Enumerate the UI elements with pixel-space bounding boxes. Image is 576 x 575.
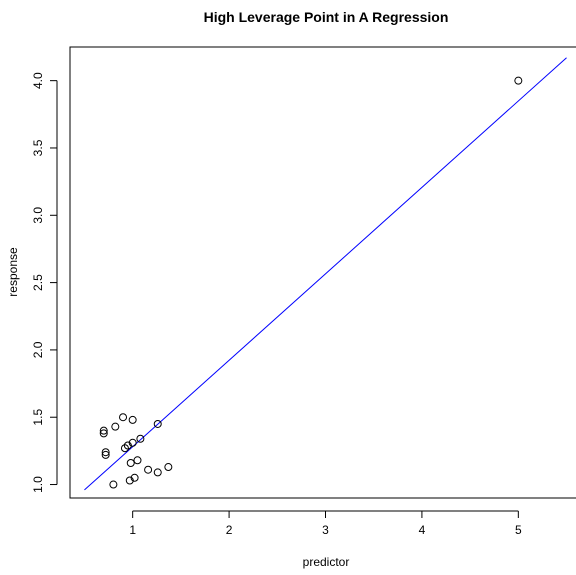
- data-point: [99, 429, 108, 438]
- y-tick-label: 1.5: [31, 409, 45, 426]
- y-tick-label: 3.5: [31, 139, 45, 156]
- y-tick-label: 4.0: [31, 72, 45, 89]
- x-axis-label: predictor: [303, 555, 350, 569]
- y-axis: 1.0 1.5 2.0 2.5 3.0 3.5 4.0: [31, 72, 58, 493]
- y-tick-label: 1.0: [31, 476, 45, 493]
- plot-frame: [69, 46, 576, 499]
- data-point: [125, 476, 134, 485]
- chart-title: High Leverage Point in A Regression: [204, 9, 449, 25]
- data-point: [126, 458, 135, 467]
- data-point: [119, 413, 128, 422]
- data-point: [99, 426, 108, 435]
- y-tick-label: 2.0: [31, 341, 45, 358]
- y-axis-label: response: [6, 247, 20, 297]
- y-tick-label: 3.0: [31, 207, 45, 224]
- y-tick-label: 2.5: [31, 274, 45, 291]
- data-point: [101, 450, 110, 459]
- data-point: [514, 76, 523, 85]
- data-point: [101, 448, 110, 457]
- x-axis: 1 2 3 4 5: [129, 510, 522, 537]
- data-point: [120, 444, 129, 453]
- x-tick-label: 4: [419, 523, 426, 537]
- data-point: [128, 438, 137, 447]
- data-point: [130, 473, 139, 482]
- data-point: [136, 434, 145, 443]
- data-point: [128, 415, 137, 424]
- data-points: [99, 76, 523, 489]
- x-tick-label: 5: [515, 523, 522, 537]
- data-point: [123, 441, 132, 450]
- data-point: [109, 480, 118, 489]
- x-tick-label: 3: [322, 523, 329, 537]
- data-point: [153, 468, 162, 477]
- data-point: [111, 422, 120, 431]
- data-point: [144, 465, 153, 474]
- x-tick-label: 2: [226, 523, 233, 537]
- data-point: [153, 419, 162, 428]
- data-point: [133, 456, 142, 465]
- regression-line: [84, 57, 567, 491]
- data-point: [164, 463, 173, 472]
- regression-line-group: [84, 57, 567, 491]
- x-tick-label: 1: [129, 523, 136, 537]
